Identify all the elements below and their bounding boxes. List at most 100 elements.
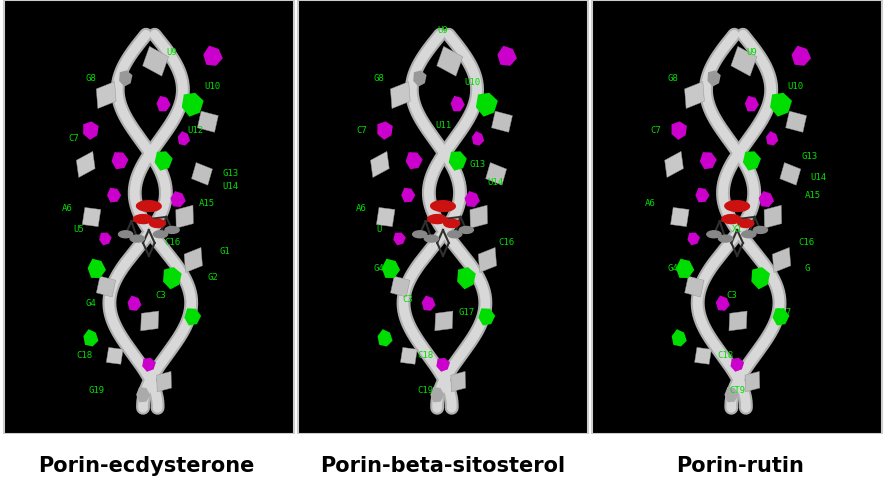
Polygon shape <box>791 46 811 66</box>
Polygon shape <box>413 70 426 87</box>
Polygon shape <box>184 308 201 325</box>
Text: A6: A6 <box>645 199 656 209</box>
Text: G4: G4 <box>85 299 96 308</box>
Polygon shape <box>136 387 151 402</box>
Text: U9: U9 <box>438 26 448 35</box>
Text: G8: G8 <box>668 73 679 83</box>
Polygon shape <box>464 191 480 207</box>
Polygon shape <box>671 208 689 227</box>
Polygon shape <box>731 46 757 76</box>
Text: G4: G4 <box>668 264 679 274</box>
Text: G17: G17 <box>458 308 474 317</box>
Polygon shape <box>470 205 487 228</box>
Polygon shape <box>370 151 389 177</box>
Text: C16: C16 <box>164 239 180 247</box>
Polygon shape <box>437 46 462 76</box>
Polygon shape <box>431 387 445 402</box>
Bar <box>298 0 588 434</box>
Polygon shape <box>764 205 781 228</box>
Polygon shape <box>97 82 116 108</box>
Text: G2: G2 <box>207 273 218 282</box>
Text: G8: G8 <box>85 73 96 83</box>
Circle shape <box>130 235 144 242</box>
Polygon shape <box>99 233 112 246</box>
Polygon shape <box>435 311 453 331</box>
Polygon shape <box>672 121 687 140</box>
Polygon shape <box>745 96 759 111</box>
Polygon shape <box>106 348 123 364</box>
Circle shape <box>459 226 473 233</box>
Text: G8: G8 <box>374 73 385 83</box>
Text: C7: C7 <box>650 126 661 135</box>
Polygon shape <box>154 151 173 171</box>
Polygon shape <box>492 111 512 132</box>
Text: U10: U10 <box>464 78 480 87</box>
Text: U12: U12 <box>187 126 204 135</box>
Bar <box>4 0 294 434</box>
Polygon shape <box>700 152 717 170</box>
Polygon shape <box>472 131 484 145</box>
Polygon shape <box>422 296 436 311</box>
Text: Porin-beta-sitosterol: Porin-beta-sitosterol <box>321 457 565 476</box>
Text: G1: G1 <box>219 247 229 256</box>
Polygon shape <box>773 247 790 273</box>
Polygon shape <box>729 311 747 331</box>
Polygon shape <box>451 371 466 392</box>
Text: C16: C16 <box>799 239 815 247</box>
Circle shape <box>753 226 767 233</box>
Text: X1: X1 <box>732 225 742 235</box>
Polygon shape <box>128 296 142 311</box>
Ellipse shape <box>737 219 755 228</box>
Polygon shape <box>178 131 190 145</box>
Polygon shape <box>391 276 410 297</box>
Text: A15: A15 <box>804 191 820 200</box>
Circle shape <box>165 226 179 233</box>
Polygon shape <box>745 371 760 392</box>
Polygon shape <box>685 82 704 108</box>
Polygon shape <box>198 111 218 132</box>
Polygon shape <box>377 208 395 227</box>
Ellipse shape <box>136 200 162 212</box>
Polygon shape <box>773 308 789 325</box>
Text: G17: G17 <box>775 308 792 317</box>
Polygon shape <box>672 329 687 347</box>
Ellipse shape <box>724 200 750 212</box>
Ellipse shape <box>133 214 153 224</box>
Text: C19: C19 <box>417 386 433 395</box>
Polygon shape <box>157 96 171 111</box>
Circle shape <box>447 231 462 238</box>
Text: A15: A15 <box>199 199 215 209</box>
Text: C18: C18 <box>718 351 734 360</box>
Polygon shape <box>751 267 770 289</box>
Polygon shape <box>170 191 186 207</box>
Text: C16: C16 <box>499 239 515 247</box>
Polygon shape <box>143 46 168 76</box>
Polygon shape <box>406 152 423 170</box>
Bar <box>592 0 882 434</box>
Polygon shape <box>97 276 116 297</box>
Text: U9: U9 <box>746 47 757 57</box>
Text: G4: G4 <box>374 264 385 274</box>
Polygon shape <box>676 259 695 278</box>
Circle shape <box>153 231 167 238</box>
Polygon shape <box>448 151 467 171</box>
Polygon shape <box>163 267 182 289</box>
Polygon shape <box>758 191 774 207</box>
Polygon shape <box>83 121 98 140</box>
Ellipse shape <box>443 219 461 228</box>
Polygon shape <box>393 233 406 246</box>
Ellipse shape <box>427 214 447 224</box>
Text: G13: G13 <box>470 160 486 170</box>
Ellipse shape <box>430 200 456 212</box>
Text: U10: U10 <box>788 82 804 91</box>
Polygon shape <box>478 247 496 273</box>
Polygon shape <box>716 296 730 311</box>
Text: U10: U10 <box>205 82 221 91</box>
Polygon shape <box>203 46 222 66</box>
Polygon shape <box>157 371 172 392</box>
Text: C7: C7 <box>68 134 79 143</box>
Polygon shape <box>83 329 98 347</box>
Text: Porin-rutin: Porin-rutin <box>676 457 804 476</box>
Polygon shape <box>377 121 392 140</box>
Polygon shape <box>107 188 121 202</box>
